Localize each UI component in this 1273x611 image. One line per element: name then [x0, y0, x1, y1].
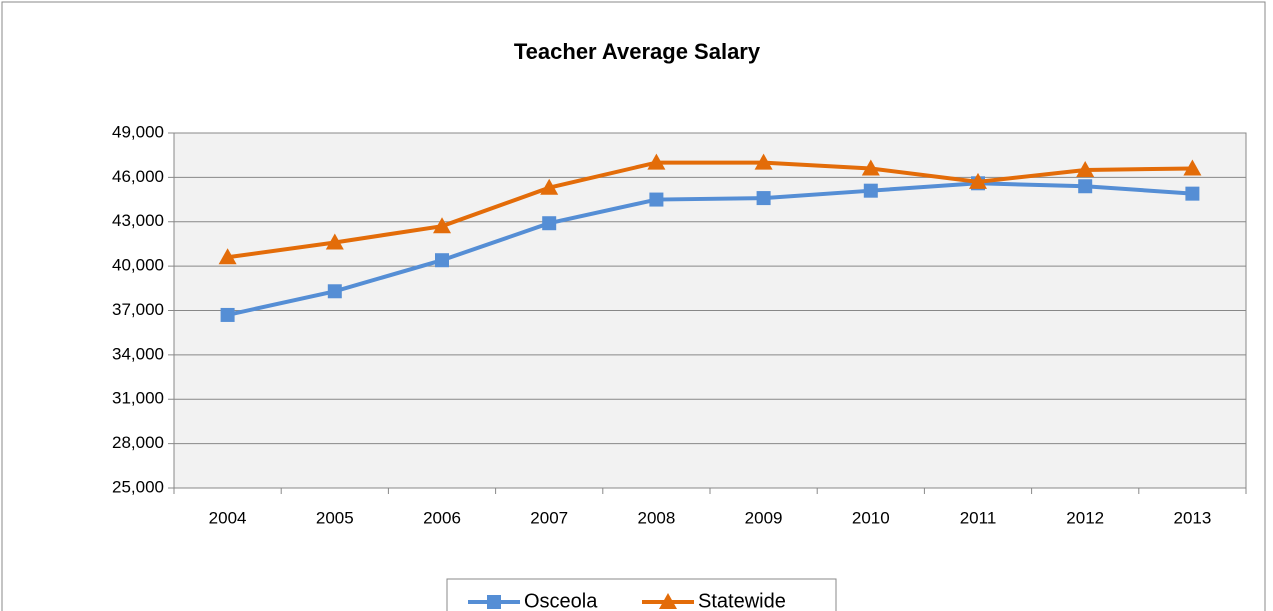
legend-label: Statewide	[698, 590, 786, 611]
x-tick-label: 2012	[1066, 508, 1104, 527]
marker	[433, 217, 451, 234]
marker	[756, 191, 771, 206]
marker	[218, 248, 237, 265]
marker	[1076, 160, 1095, 177]
series-line	[227, 160, 1193, 260]
marker	[659, 593, 677, 609]
y-tick-label: 34,000	[112, 344, 164, 363]
x-tick-label: 2006	[423, 508, 461, 527]
x-tick-label: 2007	[530, 508, 568, 527]
marker	[969, 172, 987, 189]
x-tick-label: 2004	[209, 508, 247, 527]
chart-title: Teacher Average Salary	[514, 39, 761, 64]
x-tick-label: 2011	[960, 508, 997, 527]
y-tick-label: 28,000	[112, 433, 164, 452]
x-tick-label: 2005	[316, 508, 354, 527]
marker	[1078, 179, 1093, 194]
marker	[647, 153, 666, 170]
marker	[435, 253, 449, 268]
y-tick-label: 46,000	[112, 167, 164, 186]
marker	[861, 159, 880, 176]
x-tick-label: 2010	[852, 508, 890, 527]
y-tick-label: 49,000	[112, 122, 164, 141]
marker	[1183, 159, 1202, 176]
series-line	[227, 181, 1193, 317]
legend-label: Osceola	[524, 590, 598, 611]
y-tick-label: 31,000	[112, 389, 164, 408]
marker	[863, 183, 878, 198]
marker	[540, 178, 559, 195]
marker	[325, 233, 344, 250]
marker	[542, 216, 557, 231]
legend-box	[446, 578, 837, 611]
x-tick-label: 2009	[745, 508, 783, 527]
y-tick-label: 43,000	[112, 211, 164, 230]
x-tick-label: 2008	[637, 508, 675, 527]
y-tick-label: 37,000	[112, 300, 164, 319]
marker	[327, 284, 342, 299]
y-tick-label: 40,000	[112, 256, 164, 275]
x-tick-label: 2013	[1173, 508, 1211, 527]
marker	[1185, 186, 1200, 201]
marker	[487, 595, 501, 609]
marker	[754, 153, 773, 170]
y-tick-label: 25,000	[112, 477, 164, 496]
marker	[649, 192, 664, 207]
marker	[220, 307, 235, 322]
